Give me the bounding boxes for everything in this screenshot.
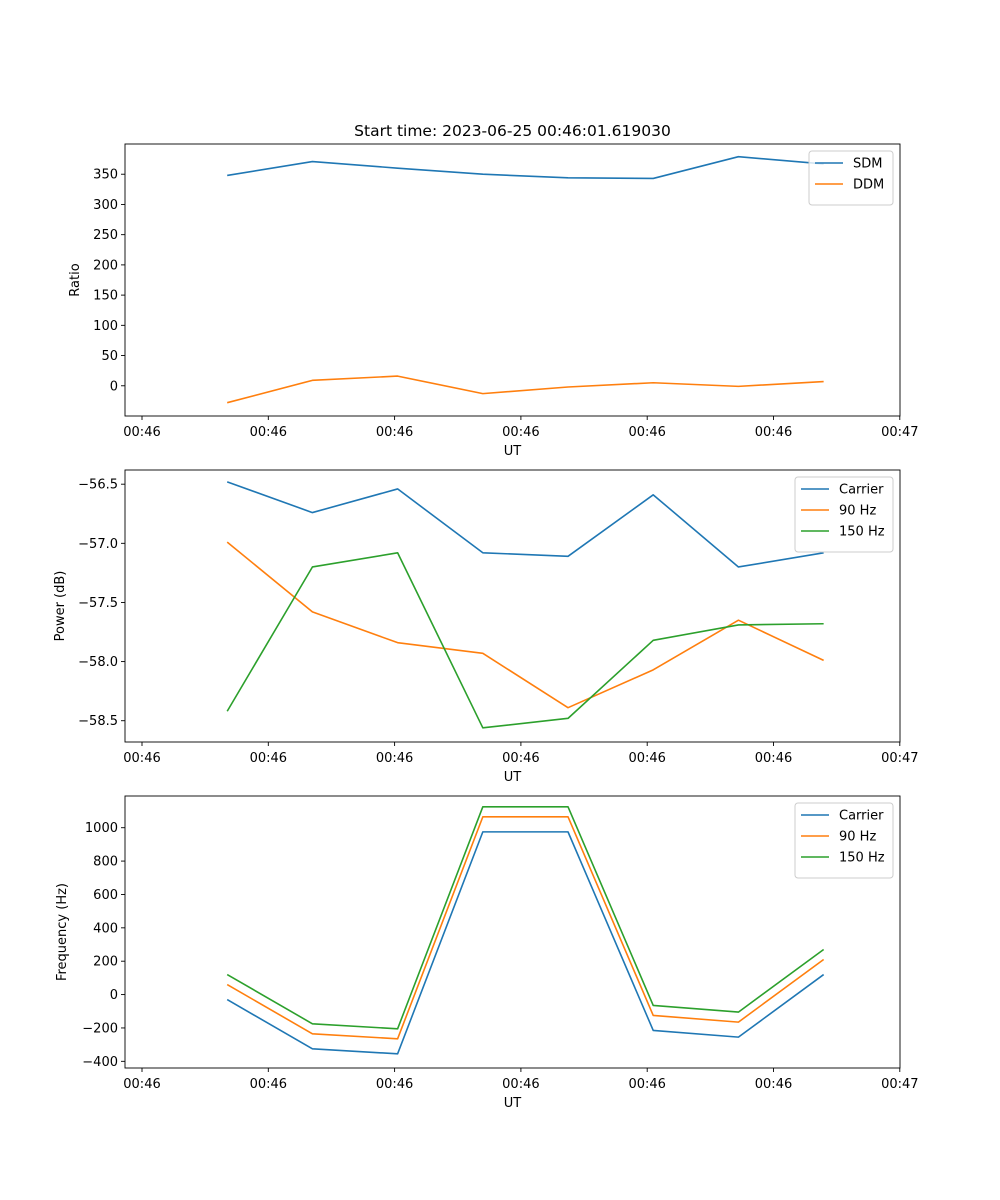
panel-2: 00:46 00:46 00:46 00:46 00:46 00:46 00:47 −58.5… [53,469,919,785]
series-line-sdm [227,155,824,180]
y-tick-label: −56.5 [78,478,118,493]
series-line-150-hz [226,806,825,1030]
x-tick-label: 00:46 [250,1077,287,1092]
y-tick-label: −58.0 [78,655,118,670]
x-tick-label: 00:46 [502,425,539,440]
x-tick-label: 00:46 [123,1077,160,1092]
axes-frame [124,469,901,743]
x-tick-label: 00:46 [628,1077,665,1092]
x-tick-label: 00:46 [250,751,287,766]
legend-label: Carrier [839,809,884,824]
x-tick-label: 00:46 [123,751,160,766]
legend-label: Carrier [839,483,884,498]
y-tick-label: 0 [110,988,118,1003]
legend-box [794,802,894,879]
legend: Carrier 90 Hz 150 Hz [794,476,894,553]
series-line-90-hz [226,541,824,709]
y-axis-label: Frequency (Hz) [55,883,70,981]
y-axis-label: Power (dB) [53,571,68,642]
x-tick-label: 00:47 [881,425,918,440]
legend-label: 150 Hz [839,851,885,866]
panel-3: 00:46 00:46 00:46 00:46 00:46 00:46 00:47 −400 −… [55,795,919,1111]
y-tick-label: 200 [93,955,118,970]
x-axis-label: UT [504,1096,522,1111]
x-tick-label: 00:47 [881,751,918,766]
x-tick-label: 00:46 [123,425,160,440]
y-tick-label: 150 [93,289,118,304]
y-tick-label: 350 [93,168,118,183]
axes-frame [124,795,901,1069]
x-axis-label: UT [504,444,522,459]
y-tick-label: 100 [93,319,118,334]
figure-title: Start time: 2023-06-25 00:46:01.619030 [354,122,671,140]
x-tick-label: 00:46 [502,751,539,766]
x-tick-label: 00:47 [881,1077,918,1092]
legend-box [794,476,894,553]
y-tick-label: −57.5 [78,596,118,611]
y-tick-label: −58.5 [78,714,118,729]
y-tick-label: 400 [93,921,118,936]
series-line-carrier [226,831,825,1055]
y-tick-label: 300 [93,198,118,213]
axes-frame [124,143,901,417]
legend-label: SDM [853,157,882,172]
x-tick-label: 00:46 [628,425,665,440]
legend: SDM DDM [808,150,894,206]
x-tick-label: 00:46 [628,751,665,766]
x-tick-label: 00:46 [376,425,413,440]
y-axis-label: Ratio [68,263,83,296]
panels: 00:46 00:46 00:46 00:46 00:46 00:46 00:47 0 50 10… [53,143,919,1111]
panel-1: 00:46 00:46 00:46 00:46 00:46 00:46 00:47 0 50 10… [68,143,919,459]
series-line-ddm [227,375,824,404]
legend-box [808,150,894,206]
y-tick-label: 600 [93,888,118,903]
legend-label: 150 Hz [839,525,885,540]
y-tick-label: 1000 [85,821,118,836]
x-tick-label: 00:46 [376,1077,413,1092]
series-line-carrier [226,481,824,568]
y-tick-label: −400 [82,1055,118,1070]
y-tick-label: 200 [93,258,118,273]
y-tick-label: −200 [82,1021,118,1036]
x-tick-label: 00:46 [502,1077,539,1092]
legend-label: DDM [853,178,884,193]
series-line-90-hz [226,816,825,1040]
x-tick-label: 00:46 [755,425,792,440]
x-tick-label: 00:46 [755,1077,792,1092]
legend-label: 90 Hz [839,504,876,519]
y-tick-label: 800 [93,855,118,870]
x-tick-label: 00:46 [376,751,413,766]
y-tick-label: 0 [110,379,118,394]
x-tick-label: 00:46 [250,425,287,440]
legend: Carrier 90 Hz 150 Hz [794,802,894,879]
y-tick-label: −57.0 [78,537,118,552]
y-tick-label: 250 [93,228,118,243]
y-tick-label: 50 [101,349,118,364]
x-axis-label: UT [504,770,522,785]
legend-label: 90 Hz [839,830,876,845]
x-tick-label: 00:46 [755,751,792,766]
series-line-150-hz [226,551,824,729]
